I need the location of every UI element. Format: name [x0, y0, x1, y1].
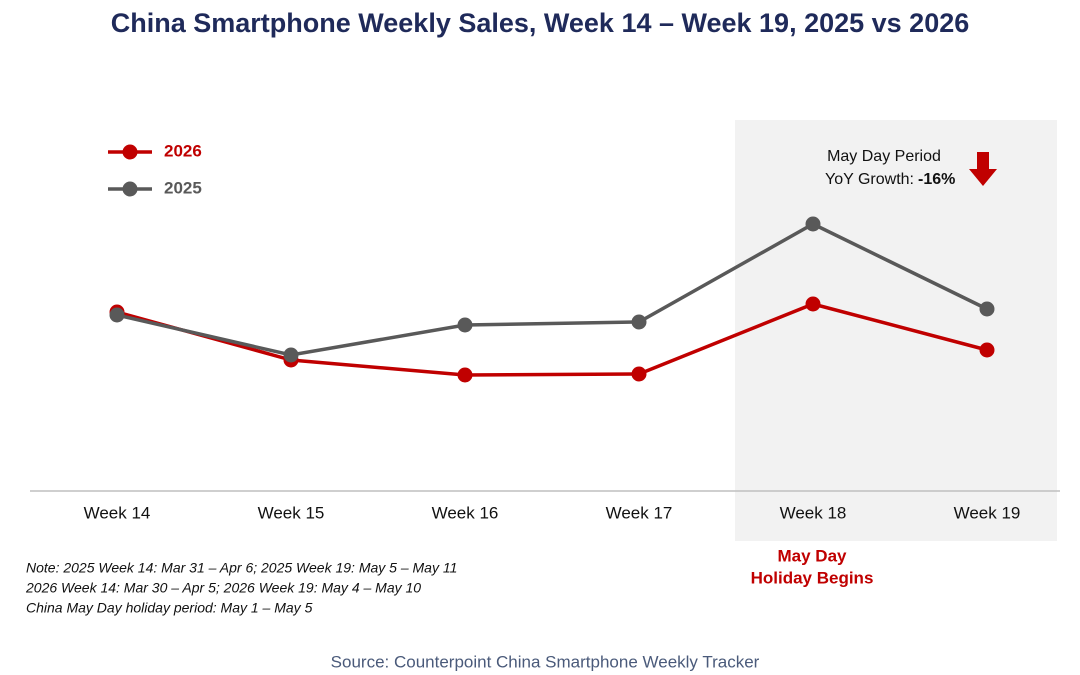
legend-label: 2025 — [164, 178, 202, 197]
point — [457, 367, 473, 383]
x-tick-label: Week 14 — [84, 503, 151, 522]
chart-title: China Smartphone Weekly Sales, Week 14 –… — [111, 8, 970, 38]
point — [979, 301, 995, 317]
legend-marker — [122, 144, 138, 160]
note: Note: 2025 Week 14: Mar 31 – Apr 6; 2025… — [26, 560, 457, 576]
annotation: YoY Growth: — [825, 171, 914, 188]
legend-marker — [122, 181, 138, 197]
x-tick-label: Week 19 — [954, 503, 1021, 522]
down-arrow — [969, 152, 997, 186]
point — [631, 366, 647, 382]
series-line — [116, 302, 988, 377]
point — [805, 216, 821, 232]
x-tick-label: Week 16 — [432, 503, 499, 522]
annotation: Holiday Begins — [751, 568, 874, 587]
point — [631, 314, 647, 330]
annotation: May Day Period — [827, 148, 941, 165]
note: China May Day holiday period: May 1 – Ma… — [26, 600, 313, 616]
note: 2026 Week 14: Mar 30 – Apr 5; 2026 Week … — [25, 580, 421, 596]
point — [457, 317, 473, 333]
point — [805, 296, 821, 312]
point — [283, 347, 299, 363]
source: Source: Counterpoint China Smartphone We… — [331, 652, 760, 671]
annotation: May Day — [778, 546, 848, 565]
series-line — [116, 222, 988, 357]
point — [109, 307, 125, 323]
may-day-shading — [735, 120, 1057, 541]
x-tick-label: Week 17 — [606, 503, 673, 522]
legend-label: 2026 — [164, 141, 202, 160]
point — [979, 342, 995, 358]
x-tick-label: Week 18 — [780, 503, 847, 522]
x-tick-label: Week 15 — [258, 503, 325, 522]
annotation: -16% — [918, 171, 955, 188]
